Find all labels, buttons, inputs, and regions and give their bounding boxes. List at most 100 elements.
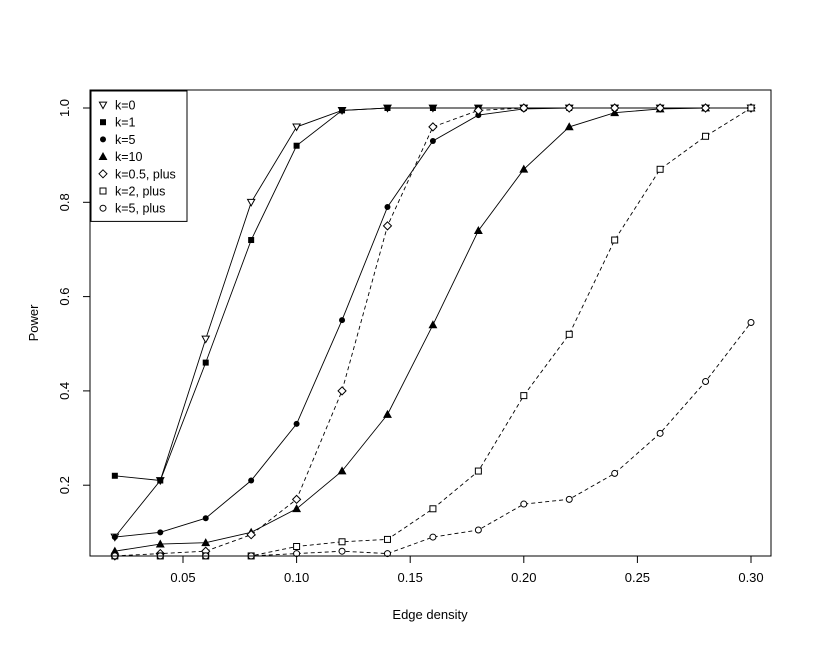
series-1 — [111, 105, 754, 484]
legend-marker — [99, 204, 107, 212]
data-point — [157, 477, 164, 484]
data-point — [656, 165, 664, 173]
data-point — [609, 103, 620, 113]
data-point — [202, 359, 209, 366]
data-point — [428, 320, 438, 329]
data-point — [384, 204, 391, 211]
legend-item: k=5 — [100, 133, 136, 147]
legend: k=0 k=1 k=5 k=10 k=0.5, plus k=2, plus k=5, pl… — [90, 90, 188, 222]
x-tick-label: 0.20 — [511, 570, 536, 585]
y-tick-label: 0.2 — [57, 476, 72, 494]
x-tick-label: 0.25 — [625, 570, 650, 585]
data-point — [611, 236, 619, 244]
data-point — [565, 330, 573, 338]
legend-marker — [98, 151, 108, 160]
data-point — [656, 429, 664, 437]
legend-item: k=5, plus — [99, 202, 165, 216]
data-point — [337, 386, 347, 396]
data-point — [248, 477, 255, 484]
legend-box — [90, 90, 188, 222]
data-point — [383, 550, 391, 558]
legend-label: k=2, plus — [115, 185, 165, 199]
y-axis: 0.2 0.4 0.6 0.8 1.0 — [57, 99, 90, 494]
series-line — [114, 107, 751, 552]
x-tick-label: 0.10 — [284, 570, 309, 585]
y-tick-label: 0.4 — [57, 382, 72, 400]
data-point — [339, 107, 346, 114]
data-point — [292, 504, 302, 513]
data-point — [291, 494, 302, 505]
data-point — [384, 105, 391, 111]
data-point — [702, 132, 710, 140]
legend-marker — [99, 187, 107, 195]
data-point — [565, 495, 573, 503]
data-point — [202, 515, 209, 522]
x-axis: 0.05 0.10 0.15 0.20 0.25 0.30 — [170, 556, 764, 585]
legend-marker — [100, 136, 106, 143]
x-tick-label: 0.30 — [738, 570, 763, 585]
data-point — [157, 529, 164, 536]
data-point — [747, 104, 755, 112]
data-point — [338, 547, 346, 555]
data-point — [429, 105, 436, 111]
series-line — [114, 107, 751, 557]
legend-item: k=10 — [98, 150, 143, 164]
plot-frame — [89, 89, 772, 557]
x-axis-label: Edge density — [392, 607, 468, 622]
legend-item: k=2, plus — [99, 185, 165, 199]
y-tick-label: 0.8 — [57, 193, 72, 211]
data-point — [246, 198, 256, 207]
data-point — [520, 500, 528, 508]
data-point — [201, 335, 211, 344]
data-point — [292, 123, 302, 132]
data-point — [429, 533, 437, 541]
legend-label: k=5, plus — [115, 202, 165, 216]
legend-item: k=1 — [100, 116, 136, 130]
legend-marker — [98, 101, 108, 110]
data-point — [473, 105, 484, 116]
data-point — [111, 534, 118, 541]
x-tick-label: 0.15 — [398, 570, 423, 585]
data-point — [383, 535, 391, 543]
data-point — [293, 142, 300, 149]
data-point — [474, 467, 482, 475]
data-point — [111, 472, 118, 479]
data-point — [611, 469, 619, 477]
data-point — [428, 122, 438, 132]
data-point — [429, 138, 436, 145]
plot-area — [110, 103, 756, 561]
data-point — [338, 538, 346, 546]
data-point — [520, 392, 528, 400]
data-point — [519, 164, 529, 173]
data-point — [248, 237, 255, 244]
data-point — [519, 103, 529, 113]
series-line — [114, 107, 751, 481]
data-point — [155, 539, 165, 548]
y-tick-label: 1.0 — [57, 99, 72, 117]
legend-label: k=1 — [115, 116, 136, 130]
data-point — [700, 103, 711, 113]
data-point — [473, 225, 483, 234]
legend-marker — [98, 169, 108, 179]
data-point — [293, 420, 300, 427]
data-point — [246, 530, 256, 540]
x-tick-label: 0.05 — [170, 570, 195, 585]
data-point — [339, 317, 346, 324]
data-point — [474, 526, 482, 534]
series-line — [114, 322, 752, 557]
data-point — [382, 221, 393, 231]
legend-label: k=0 — [115, 99, 136, 113]
legend-item: k=0 — [98, 99, 136, 113]
legend-item: k=0.5, plus — [98, 167, 176, 181]
data-point — [564, 122, 574, 131]
data-point — [293, 542, 301, 550]
y-tick-label: 0.6 — [57, 288, 72, 306]
data-point — [655, 103, 665, 113]
series-line — [114, 107, 752, 557]
data-point — [429, 505, 437, 513]
legend-label: k=5 — [115, 133, 136, 147]
data-point — [383, 409, 392, 418]
legend-marker — [100, 119, 106, 126]
legend-label: k=10 — [115, 150, 143, 164]
y-axis-label: Power — [26, 304, 41, 342]
